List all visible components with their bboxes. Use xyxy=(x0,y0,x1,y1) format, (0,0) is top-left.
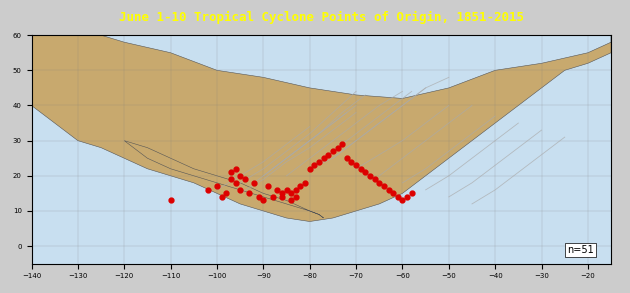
Polygon shape xyxy=(124,141,324,218)
Text: June 1-10 Tropical Cyclone Points of Origin, 1851-2015: June 1-10 Tropical Cyclone Points of Ori… xyxy=(119,11,524,24)
Polygon shape xyxy=(32,35,611,222)
Text: n=51: n=51 xyxy=(567,245,593,255)
